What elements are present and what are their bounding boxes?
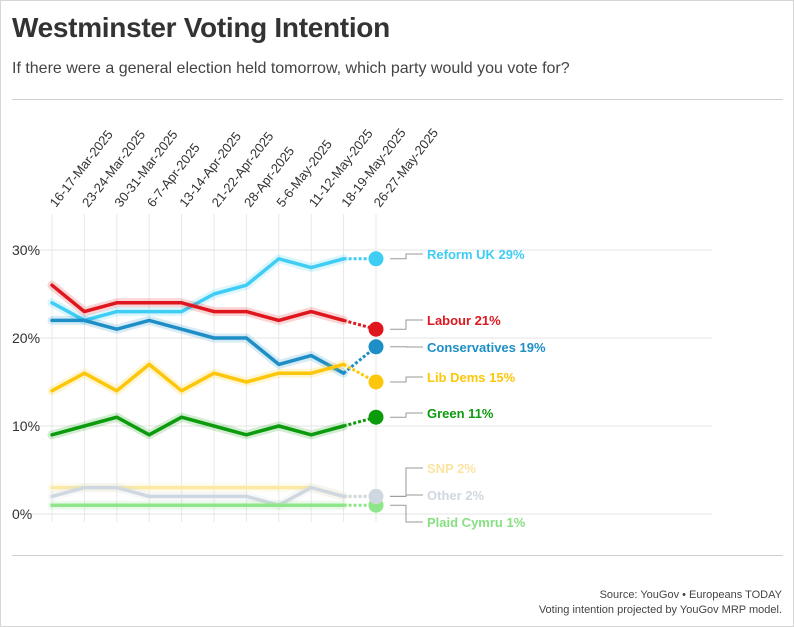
- end-labels: Reform UK 29% Labour 21% Conservatives 19%…: [368, 247, 546, 530]
- end-label-plaid-cymru: Plaid Cymru 1%: [390, 504, 526, 530]
- series-label: SNP 2%: [427, 461, 476, 476]
- end-marker-reform-uk: [368, 251, 384, 267]
- gridlines: [12, 214, 712, 522]
- end-marker-other: [368, 488, 384, 504]
- label-leader: [390, 494, 423, 497]
- label-leader: [390, 376, 423, 383]
- y-tick-label: 10%: [12, 418, 40, 434]
- end-marker-green: [368, 409, 384, 425]
- series-label: Lib Dems 15%: [427, 370, 516, 385]
- source-note: Source: YouGov • Europeans TODAY: [599, 589, 782, 601]
- end-label-green: Green 11%: [390, 406, 494, 421]
- series-label: Green 11%: [427, 406, 494, 421]
- series-label: Conservatives 19%: [427, 340, 546, 355]
- series-halo: [47, 315, 349, 378]
- y-tick-label: 0%: [12, 506, 32, 522]
- end-marker-conservatives: [368, 339, 384, 355]
- series-line: [50, 362, 346, 393]
- end-label-reform-uk: Reform UK 29%: [390, 247, 525, 262]
- footer-divider: [12, 555, 783, 556]
- label-leader: [390, 253, 423, 260]
- series-lines: [47, 254, 377, 510]
- end-label-conservatives: Conservatives 19%: [390, 340, 546, 355]
- label-leader: [390, 467, 423, 497]
- y-tick-label: 20%: [12, 330, 40, 346]
- x-axis-tick-labels: 16-17-Mar-202523-24-Mar-202530-31-Mar-20…: [47, 125, 442, 209]
- label-leader: [390, 319, 423, 330]
- series-line: [50, 415, 346, 437]
- end-marker-lib-dems: [368, 374, 384, 390]
- series-label: Plaid Cymru 1%: [427, 515, 526, 530]
- y-tick-label: 30%: [12, 242, 40, 258]
- series-line: [50, 485, 346, 507]
- y-axis-tick-labels: 0% 10% 20% 30%: [12, 242, 40, 522]
- series-label: Reform UK 29%: [427, 247, 525, 262]
- header-divider: [12, 99, 783, 100]
- label-leader: [390, 504, 423, 523]
- end-label-other: Other 2%: [390, 488, 485, 503]
- series-line: [50, 257, 346, 323]
- end-label-labour: Labour 21%: [390, 313, 501, 330]
- series-line: [50, 318, 346, 375]
- line-chart: 0% 10% 20% 30% 16-17-Mar-202523-24-Mar-2025…: [12, 125, 712, 530]
- end-label-lib-dems: Lib Dems 15%: [390, 370, 516, 385]
- series-label: Other 2%: [427, 488, 485, 503]
- label-leader: [390, 412, 423, 418]
- chart-title: Westminster Voting Intention: [12, 12, 390, 43]
- series-line: [50, 283, 346, 323]
- end-marker-labour: [368, 321, 384, 337]
- series-label: Labour 21%: [427, 313, 501, 328]
- chart-subtitle: If there were a general election held to…: [12, 60, 570, 77]
- method-note: Voting intention projected by YouGov MRP…: [538, 604, 782, 616]
